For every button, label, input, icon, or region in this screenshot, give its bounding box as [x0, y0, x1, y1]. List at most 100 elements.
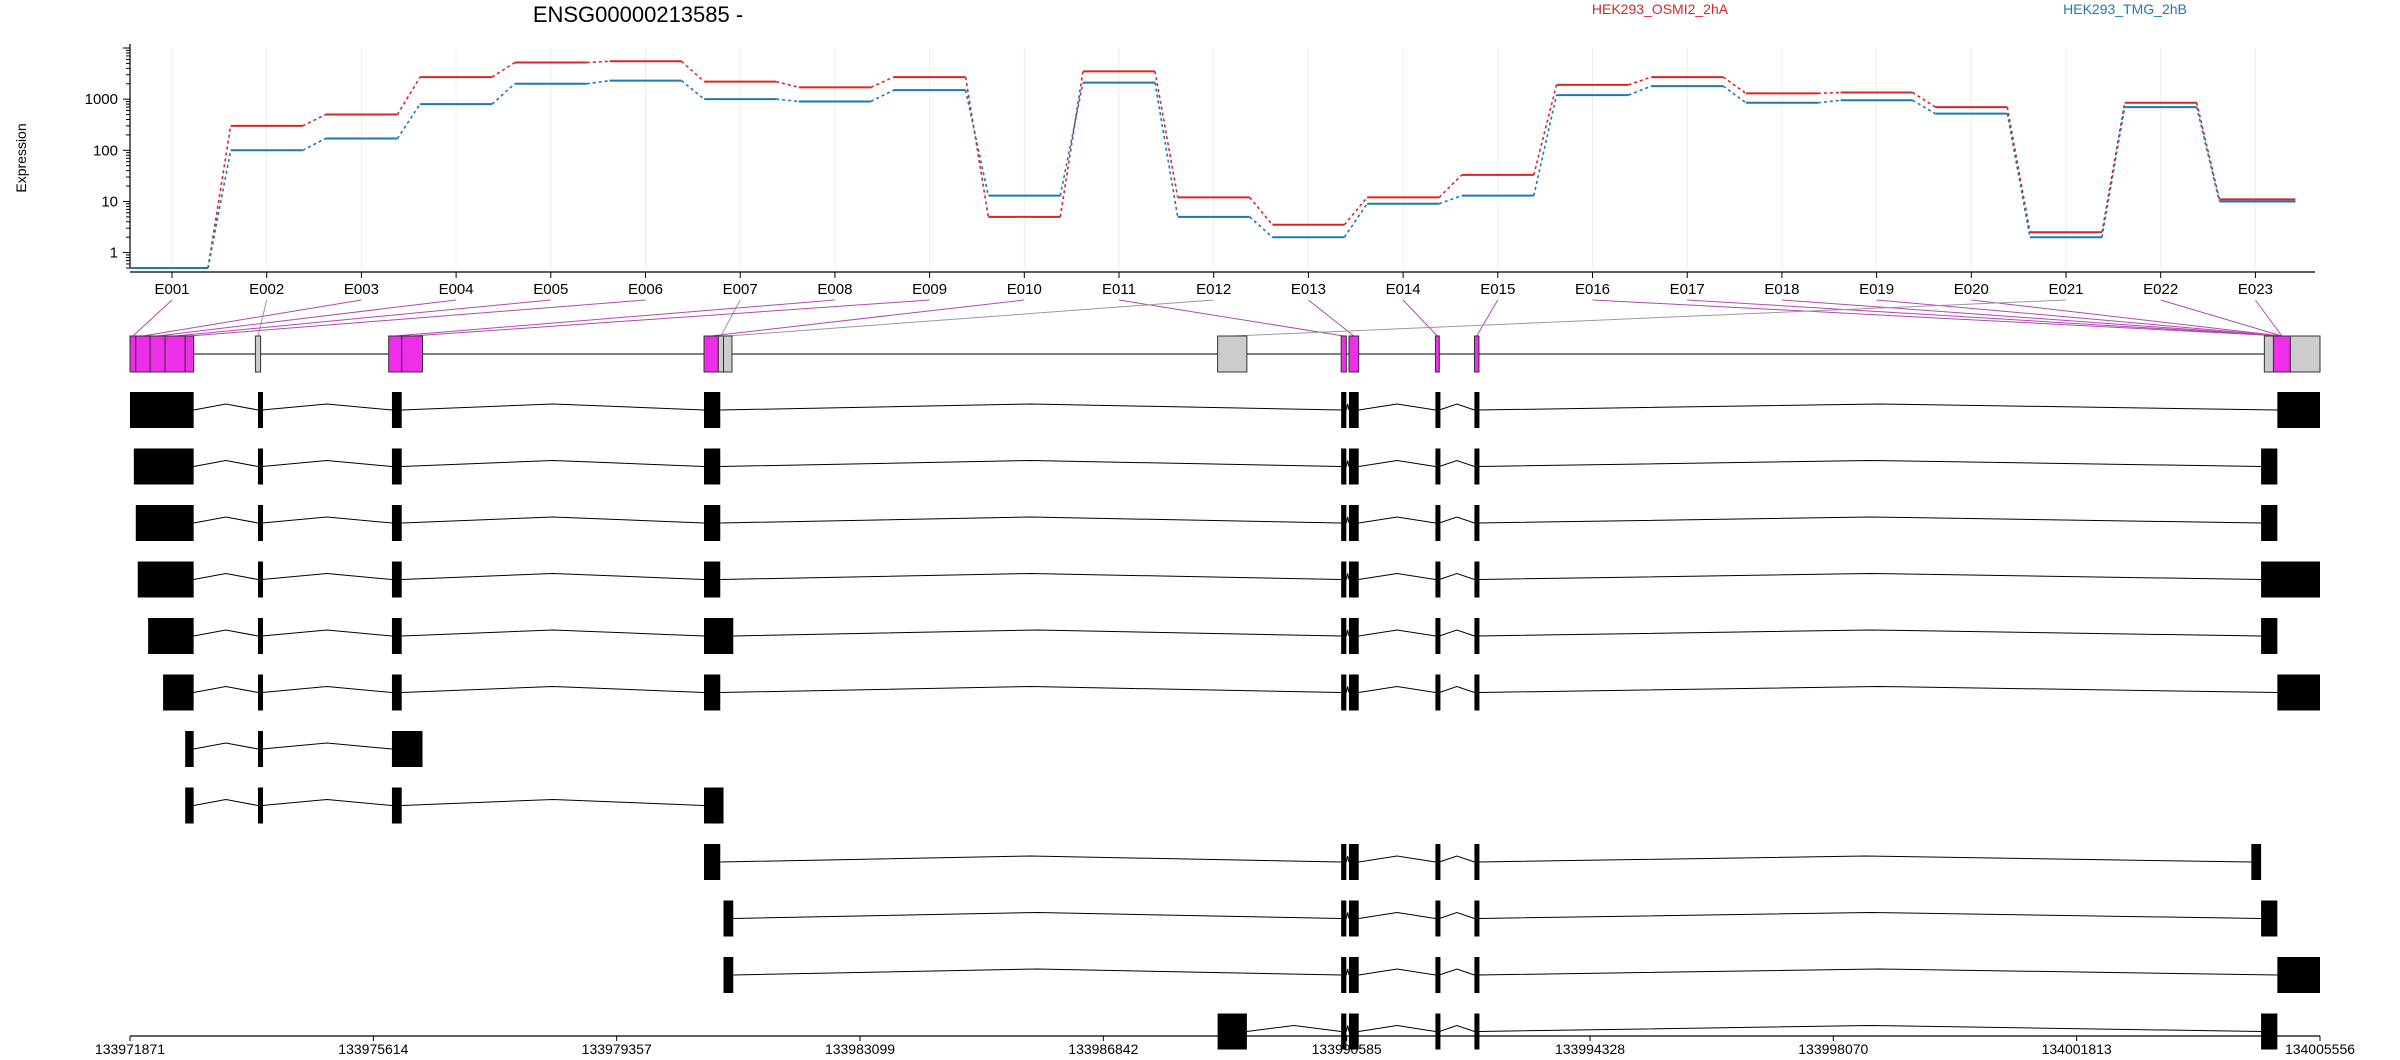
- x-tick-label-exon: E018: [1764, 281, 1799, 298]
- transcript-intron: [1345, 968, 1350, 976]
- exon-bin: [254, 335, 262, 373]
- transcript-exon: [704, 505, 721, 541]
- transcript-exon: [1435, 674, 1441, 711]
- transcript-intron: [261, 403, 392, 411]
- series-2-transition: [207, 150, 232, 269]
- transcript-intron: [1358, 459, 1436, 467]
- series-2-transition: [2101, 106, 2126, 238]
- x-tick-label-exon: E001: [154, 281, 189, 298]
- transcript-exon: [258, 787, 264, 824]
- transcript-exon: [1435, 1013, 1441, 1050]
- transcript-exon: [1348, 392, 1359, 428]
- x-tick-label-exon: E010: [1007, 281, 1042, 298]
- genomic-tick-label: 133994328: [1555, 1041, 1625, 1057]
- series-2-transition: [870, 89, 894, 103]
- x-tick-label-exon: E014: [1386, 281, 1421, 298]
- transcript-intron: [193, 742, 259, 750]
- transcript-exon: [704, 674, 721, 711]
- transcript-intron: [261, 742, 392, 750]
- transcript-exon: [1474, 505, 1480, 541]
- transcript-exon: [704, 561, 721, 598]
- transcript-exon: [1474, 618, 1480, 654]
- transcript-exon: [1474, 844, 1480, 880]
- transcript-exon: [391, 731, 423, 767]
- series-1-transition: [1533, 84, 1558, 176]
- transcript-exon: [1341, 561, 1347, 598]
- exon-bin: [717, 335, 725, 373]
- series-1-transition: [1059, 71, 1084, 217]
- transcript-exon: [2277, 392, 2320, 428]
- exon-connector: [412, 299, 930, 337]
- exon-bin-highlighted: [2272, 335, 2291, 373]
- genomic-tick-label: 133983099: [825, 1041, 895, 1057]
- transcript-intron: [401, 516, 705, 524]
- transcript-exon: [258, 448, 264, 485]
- transcript-intron: [733, 911, 1342, 919]
- series-1-transition: [207, 125, 232, 269]
- transcript-intron: [1478, 516, 2262, 524]
- transcript-intron: [401, 572, 705, 580]
- x-tick-label-exon: E003: [344, 281, 379, 298]
- transcript-intron: [1345, 460, 1350, 467]
- exon-bin-highlighted: [1348, 335, 1360, 373]
- transcript-exon: [185, 731, 194, 767]
- transcript-intron: [261, 516, 392, 524]
- transcript-exon: [2261, 448, 2278, 485]
- transcript-exon: [1435, 900, 1441, 937]
- x-tick-label-exon: E006: [628, 281, 663, 298]
- transcript-intron: [1358, 516, 1436, 524]
- y-axis-label: Expression: [13, 123, 29, 192]
- series-2-transition: [1154, 82, 1179, 217]
- transcript-exon: [1474, 957, 1480, 993]
- series-2-transition: [2006, 113, 2031, 238]
- transcript-exon: [1341, 900, 1347, 937]
- transcript-exon: [2261, 505, 2278, 541]
- transcript-exon: [1341, 844, 1347, 880]
- exon-connector: [1118, 299, 1344, 337]
- exon-bin-highlighted: [703, 335, 719, 373]
- transcript-exon: [391, 505, 402, 541]
- exon-bin: [723, 335, 733, 373]
- transcript-intron: [193, 459, 259, 467]
- exon-connector: [1687, 299, 2282, 337]
- exon-connector: [157, 299, 457, 337]
- transcript-exon: [1348, 957, 1359, 993]
- transcript-exon: [2261, 900, 2278, 937]
- series-2-transition: [396, 103, 421, 139]
- transcript-intron: [261, 685, 392, 693]
- transcript-intron: [1345, 629, 1350, 637]
- transcript-exon: [2261, 618, 2278, 654]
- transcript-exon: [130, 392, 194, 428]
- transcript-exon: [391, 787, 402, 824]
- transcript-intron: [1478, 855, 2252, 863]
- transcript-intron: [1478, 1024, 2262, 1032]
- transcript-intron: [1345, 573, 1350, 580]
- exon-bin-highlighted: [1473, 335, 1480, 373]
- x-tick-label-exon: E017: [1670, 281, 1705, 298]
- exon-connector-lines: [132, 299, 2283, 337]
- exon-bin-highlighted: [135, 335, 151, 373]
- transcript-exon: [258, 731, 264, 767]
- series-1-transition: [491, 61, 516, 78]
- series-1-transition: [302, 113, 326, 127]
- transcript-exon: [133, 448, 194, 485]
- transcript-exon: [723, 900, 734, 937]
- exon-bin-highlighted: [149, 335, 166, 373]
- exon-connector: [711, 299, 1025, 337]
- transcript-intron: [401, 685, 705, 693]
- x-tick-label-exon: E023: [2238, 281, 2273, 298]
- series-1-transition: [586, 60, 610, 64]
- transcript-intron: [401, 459, 705, 467]
- series-2-transition: [1438, 194, 1463, 205]
- x-tick-label-exon: E009: [912, 281, 947, 298]
- series-1-transition: [2006, 106, 2031, 233]
- transcript-exon: [1474, 448, 1480, 485]
- series-2-transition: [1343, 203, 1368, 238]
- genomic-tick-label: 134005556: [2285, 1041, 2355, 1057]
- transcript-exon: [258, 618, 264, 654]
- exon-bin-highlighted: [1434, 335, 1440, 373]
- series-1-transition: [1438, 174, 1463, 198]
- series-2-transition: [1628, 85, 1652, 96]
- legend-entry-series-1: HEK293_OSMI2_2hA: [1592, 1, 1729, 17]
